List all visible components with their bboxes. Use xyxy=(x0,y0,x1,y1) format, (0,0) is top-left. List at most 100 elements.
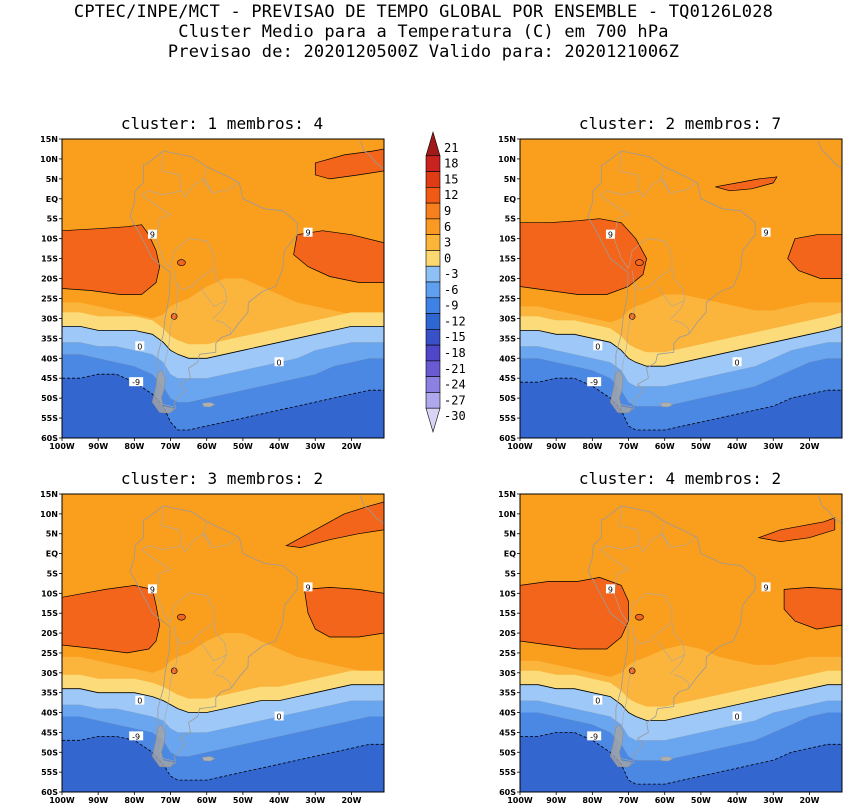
lat-tick-label: 55S xyxy=(41,768,58,777)
colorbar-label: -15 xyxy=(444,330,466,344)
contour-minus9 xyxy=(520,732,842,785)
lon-tick-label: 20W xyxy=(799,442,819,451)
contour-label: 0 xyxy=(735,713,740,722)
field-warm9 xyxy=(62,585,161,654)
contour-label: -9 xyxy=(132,378,140,387)
lat-tick-label: 35S xyxy=(499,689,516,698)
panel-title-2: cluster: 2 membros: 7 xyxy=(578,114,782,133)
lon-tick-label: 90W xyxy=(546,442,566,451)
header-title-line2: Cluster Medio para a Temperatura (C) em … xyxy=(178,22,669,42)
lat-tick-label: 5S xyxy=(47,215,59,224)
lat-tick-label: 15S xyxy=(41,255,58,264)
contour-label-box xyxy=(732,711,742,721)
coastline-africa xyxy=(818,494,842,525)
lat-tick-label: 15S xyxy=(41,609,58,618)
lat-tick-label: 10S xyxy=(499,235,516,244)
colorbar-label: 21 xyxy=(444,141,458,155)
field-cool9 xyxy=(520,732,842,792)
contour-label: 0 xyxy=(595,697,600,706)
colorbar-label: -21 xyxy=(444,362,466,376)
lat-tick-label: 45S xyxy=(41,374,58,383)
country-border xyxy=(660,521,671,548)
colorbar-swatch xyxy=(425,329,441,346)
contour-label-box xyxy=(761,582,771,592)
country-border xyxy=(642,533,696,552)
panel-title-4: cluster: 4 membros: 2 xyxy=(578,469,782,488)
lat-tick-label: 40S xyxy=(499,709,516,718)
contour-label: -9 xyxy=(590,378,598,387)
colorbar-swatch xyxy=(425,250,441,267)
lon-tick-label: 20W xyxy=(799,796,819,803)
lon-tick-label: 90W xyxy=(88,442,108,451)
coastline-south-america xyxy=(587,150,756,413)
contour-label: 9 xyxy=(305,583,310,592)
lon-tick-label: 30W xyxy=(763,796,783,803)
coastline-south-america xyxy=(129,150,298,413)
colorbar-swatch xyxy=(425,218,441,235)
field-warm0 xyxy=(520,670,842,721)
lat-tick-label: 30S xyxy=(499,314,516,323)
lon-tick-label: 40W xyxy=(269,442,289,451)
lat-tick-label: 45S xyxy=(41,728,58,737)
map-frame xyxy=(519,138,843,439)
colorbar-swatch xyxy=(425,297,441,314)
contour-minus9 xyxy=(62,373,384,431)
lon-tick-label: 40W xyxy=(727,796,747,803)
lat-tick-label: 25S xyxy=(499,294,516,303)
field-warm9 xyxy=(783,587,842,630)
colorbar-swatch xyxy=(425,171,441,188)
lon-tick-label: 50W xyxy=(233,796,253,803)
field-warm3 xyxy=(62,278,384,359)
lon-tick-label: 100W xyxy=(507,796,533,803)
panel-title-3: cluster: 3 membros: 2 xyxy=(120,469,324,488)
colorbar-swatch xyxy=(425,344,441,362)
lon-tick-label: 50W xyxy=(233,442,253,451)
contour-minus9 xyxy=(62,736,384,781)
country-border xyxy=(170,238,215,291)
lat-tick-label: 40S xyxy=(41,354,58,363)
lat-tick-label: 20S xyxy=(41,275,58,284)
lat-tick-label: 10N xyxy=(498,155,516,164)
contour-label: 0 xyxy=(137,697,142,706)
lat-tick-label: 40S xyxy=(41,709,58,718)
country-border xyxy=(599,190,644,269)
colorbar-swatch xyxy=(425,187,441,204)
contour-label: 9 xyxy=(608,231,613,240)
lon-tick-label: 20W xyxy=(341,442,361,451)
contour-label: 9 xyxy=(305,229,310,238)
lon-tick-label: 70W xyxy=(619,796,639,803)
field-cool0 xyxy=(62,326,384,379)
contour-label-box xyxy=(605,229,615,239)
country-border xyxy=(161,505,182,546)
contour-label-box xyxy=(129,731,144,741)
contour-label: 0 xyxy=(595,342,600,351)
colorbar-swatch xyxy=(425,313,441,330)
colorbar-swatch xyxy=(425,265,441,283)
field-warm0 xyxy=(62,670,384,713)
lon-tick-label: 60W xyxy=(655,442,675,451)
colorbar-label: 6 xyxy=(444,220,451,234)
field-cool3 xyxy=(62,342,384,403)
lat-tick-label: 60S xyxy=(41,788,58,797)
lon-tick-label: 70W xyxy=(161,796,181,803)
country-border xyxy=(642,178,696,197)
country-border xyxy=(657,623,685,662)
lon-tick-label: 100W xyxy=(507,442,533,451)
lon-tick-label: 70W xyxy=(161,442,181,451)
lon-tick-label: 50W xyxy=(691,796,711,803)
lon-tick-label: 20W xyxy=(341,796,361,803)
country-border xyxy=(657,268,685,307)
colorbar-label: 12 xyxy=(444,188,458,202)
contour-label-box xyxy=(593,341,603,351)
country-border xyxy=(619,505,640,546)
colorbar-swatch xyxy=(425,155,441,172)
colorbar-label: 3 xyxy=(444,236,451,250)
coastline-africa xyxy=(360,494,384,525)
lat-tick-label: 10N xyxy=(40,510,58,519)
lat-tick-label: 30S xyxy=(41,314,58,323)
lat-tick-label: 40S xyxy=(499,354,516,363)
lon-tick-label: 60W xyxy=(655,796,675,803)
lat-tick-label: 60S xyxy=(499,788,516,797)
lon-tick-label: 50W xyxy=(691,442,711,451)
country-border xyxy=(619,150,640,191)
